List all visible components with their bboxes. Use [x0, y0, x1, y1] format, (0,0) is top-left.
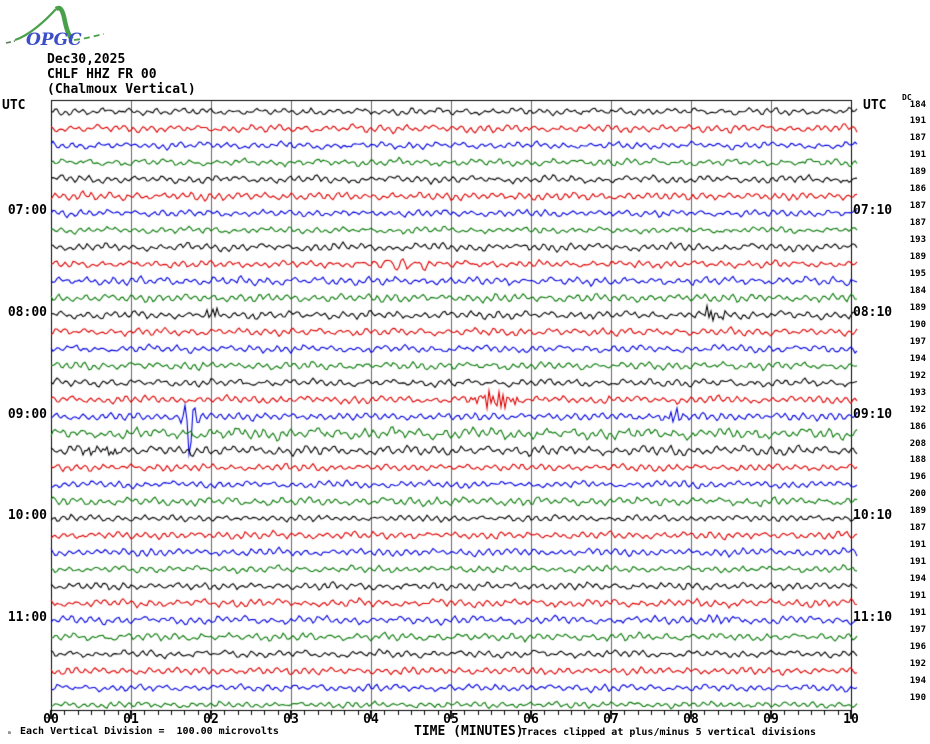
- dc-value: 200: [909, 489, 926, 500]
- dc-value: 193: [909, 235, 926, 246]
- dc-value: 190: [909, 319, 926, 330]
- scale-note: Each Vertical Division = 100.00 microvol…: [20, 726, 279, 737]
- x-tick-label: 09: [763, 712, 779, 727]
- dc-value: 187: [909, 133, 926, 144]
- dc-value: 191: [909, 608, 926, 618]
- dc-value: 187: [909, 218, 926, 229]
- dc-value: 193: [909, 387, 926, 398]
- hour-label-left: 07:00: [7, 203, 47, 219]
- x-tick-label: 10: [843, 712, 859, 727]
- dc-value: 191: [909, 116, 926, 127]
- dc-value: 189: [909, 167, 926, 178]
- dc-value: 189: [909, 506, 926, 517]
- dc-value: 189: [909, 302, 926, 313]
- dc-value: 187: [909, 201, 926, 212]
- dc-value: 194: [909, 675, 926, 686]
- dc-value: 191: [909, 540, 926, 551]
- dc-value: 191: [909, 150, 926, 161]
- hour-label-left: 09:00: [7, 406, 47, 422]
- x-tick-label: 04: [363, 712, 379, 727]
- dc-value: 186: [909, 184, 926, 195]
- hour-label-right: 07:10: [853, 203, 893, 219]
- dc-value: 191: [909, 557, 926, 568]
- x-tick-label: 03: [283, 712, 299, 727]
- x-tick-label: 02: [203, 712, 219, 727]
- x-tick-label: 08: [683, 712, 699, 727]
- micro-glyph: ₘ: [7, 727, 12, 736]
- dc-value: 191: [909, 591, 926, 601]
- x-tick-label: 06: [523, 712, 539, 727]
- dc-value: 196: [909, 641, 926, 652]
- dc-value: 184: [909, 99, 926, 110]
- dc-value: 194: [909, 353, 926, 364]
- hour-label-right: 10:10: [853, 508, 893, 524]
- x-tick-label: 00: [43, 712, 59, 727]
- dc-value: 208: [909, 438, 926, 449]
- hour-label-right: 11:10: [853, 610, 893, 625]
- hour-label-left: 10:00: [7, 508, 47, 524]
- dc-value: 188: [909, 455, 926, 466]
- dc-value: 186: [909, 421, 926, 432]
- x-axis-title: TIME (MINUTES): [414, 724, 524, 739]
- dc-value: 195: [909, 269, 926, 279]
- dc-value: 187: [909, 523, 926, 534]
- x-tick-label: 01: [123, 712, 139, 727]
- dc-value: 192: [909, 370, 926, 381]
- dc-value: 196: [909, 472, 926, 483]
- dc-value: 189: [909, 252, 926, 262]
- dc-value: 197: [909, 624, 926, 635]
- dc-value: 192: [909, 404, 926, 415]
- hour-label-left: 08:00: [7, 304, 47, 320]
- hour-label-right: 08:10: [853, 304, 893, 320]
- hour-label-left: 11:00: [7, 610, 47, 625]
- dc-value: 190: [909, 692, 926, 703]
- dc-value: 184: [909, 285, 926, 296]
- x-tick-label: 07: [603, 712, 619, 727]
- clip-note: Traces clipped at plus/minus 5 vertical …: [521, 727, 817, 738]
- x-tick-label: 05: [443, 712, 459, 727]
- dc-value: 197: [909, 336, 926, 347]
- dc-value: 194: [909, 574, 926, 585]
- dc-value: 192: [909, 658, 926, 669]
- hour-label-right: 09:10: [853, 406, 893, 422]
